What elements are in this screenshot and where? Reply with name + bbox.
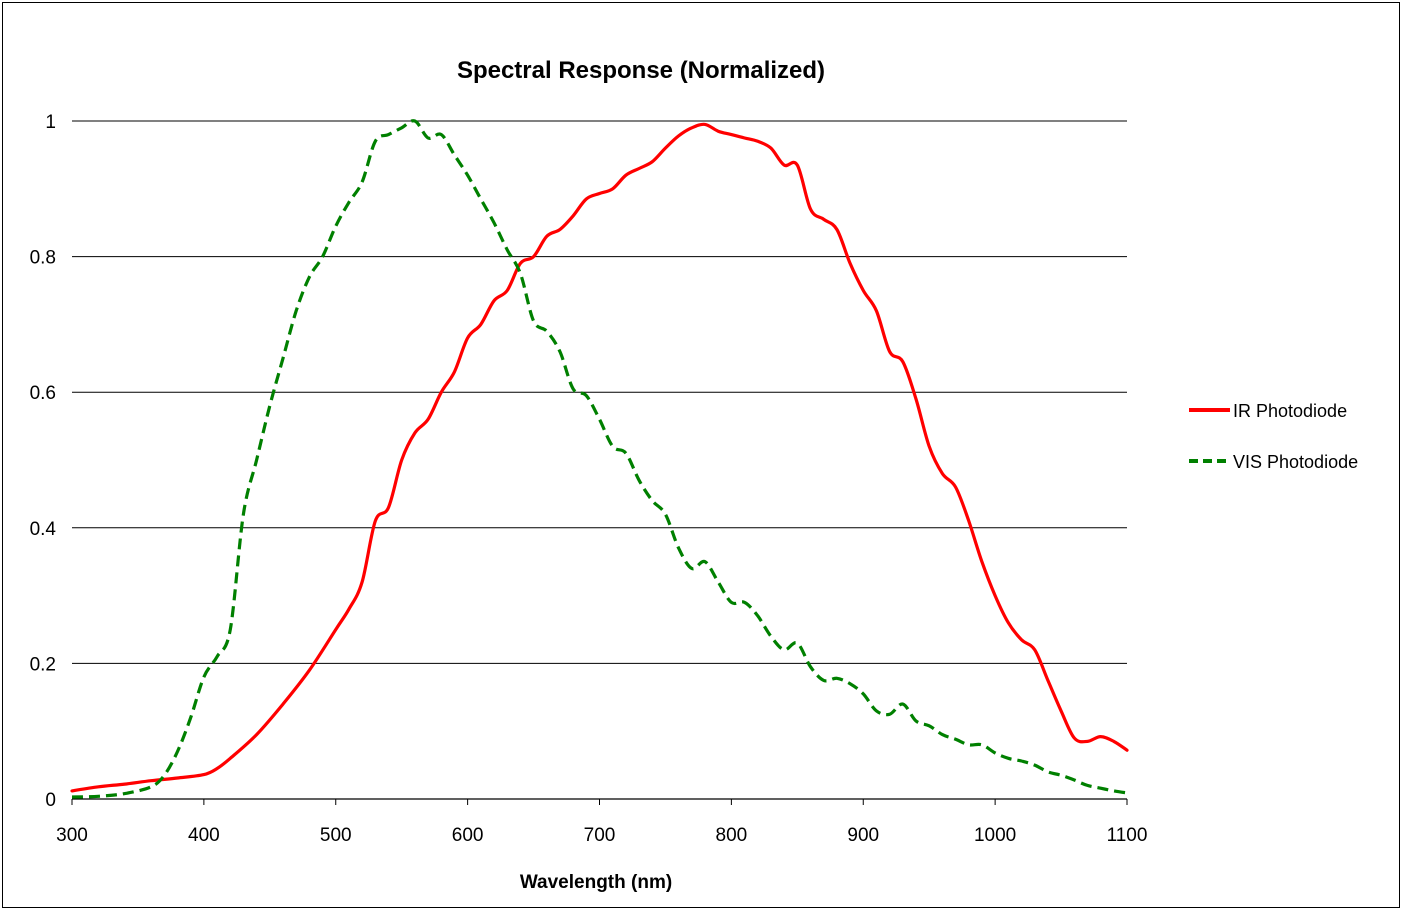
- series-line-vis: [71, 119, 1128, 799]
- y-axis-ticks: 0 0.2 0.4 0.6 0.8 1: [30, 112, 57, 811]
- x-axis-title: Wavelength (nm): [520, 872, 672, 893]
- y-tick-label: 0.8: [30, 248, 56, 269]
- x-tick-label: 400: [188, 825, 220, 846]
- y-tick-label: 1: [45, 112, 56, 133]
- legend-label: VIS Photodiode: [1233, 452, 1358, 472]
- x-tick-label: 500: [320, 825, 352, 846]
- x-axis-ticks: 300 400 500 600 700 800 900 1000 1100: [56, 799, 1147, 846]
- x-tick-label: 900: [847, 825, 879, 846]
- y-tick-label: 0.4: [30, 519, 57, 540]
- x-tick-label: 700: [584, 825, 616, 846]
- x-tick-label: 300: [56, 825, 88, 846]
- x-tick-label: 800: [716, 825, 748, 846]
- legend-label: IR Photodiode: [1233, 401, 1347, 421]
- x-tick-label: 1000: [974, 825, 1016, 846]
- legend: IR Photodiode VIS Photodiode: [1189, 401, 1358, 472]
- y-tick-label: 0: [45, 790, 56, 811]
- x-tick-label: 1100: [1107, 825, 1148, 846]
- series-line-ir: [70, 122, 1129, 793]
- gridlines: [72, 120, 1127, 800]
- series-lines: [70, 119, 1129, 799]
- chart-title: Spectral Response (Normalized): [457, 57, 825, 84]
- x-tick-label: 600: [452, 825, 484, 846]
- y-tick-label: 0.6: [30, 383, 56, 404]
- y-tick-label: 0.2: [30, 654, 56, 675]
